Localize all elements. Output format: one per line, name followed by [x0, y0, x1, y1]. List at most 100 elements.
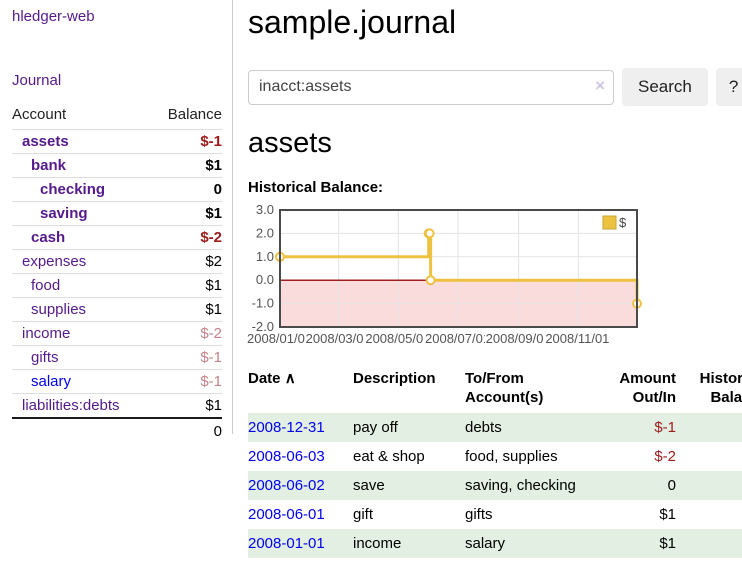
- account-balance: 0: [151, 177, 222, 202]
- y-tick-label: -1.0: [252, 296, 274, 311]
- account-link[interactable]: expenses: [22, 253, 87, 270]
- transaction-description: pay off: [353, 419, 398, 436]
- account-link[interactable]: bank: [31, 157, 67, 174]
- account-row: saving $1: [12, 201, 222, 226]
- transaction-description: gift: [353, 506, 374, 523]
- x-tick-label: 2008/03/01: [304, 331, 372, 346]
- transaction-accounts: food, supplies: [465, 448, 558, 465]
- register-column-header[interactable]: Amount Out/In: [619, 370, 676, 406]
- accounts-total-value: 0: [151, 417, 222, 444]
- transaction-accounts: gifts: [465, 506, 493, 523]
- sidebar: hledger-web Journal Account Balance asse…: [0, 0, 233, 444]
- account-row: cash $-2: [12, 225, 222, 250]
- account-balance: $2: [151, 249, 222, 274]
- main-content: sample.journal × Search ? assets Histori…: [246, 0, 742, 558]
- accounts-header-account: Account: [12, 106, 67, 123]
- transaction-balance: $1: [678, 529, 742, 558]
- account-balance: $-1: [151, 129, 222, 154]
- transaction-amount: $1: [659, 535, 676, 552]
- register-row[interactable]: 2008-12-31 pay off debts $-1$-1: [248, 413, 742, 442]
- accounts-table: Account Balance assets $-1 bank $1 checking 0…: [12, 104, 222, 444]
- register-row[interactable]: 2008-01-01 income salary $1$1: [248, 529, 742, 558]
- register-column-header[interactable]: Description: [353, 370, 436, 387]
- x-tick-label: 2008/05/01: [364, 331, 432, 346]
- account-balance: $1: [151, 201, 222, 226]
- legend-label: $: [619, 215, 627, 230]
- page-title: sample.journal: [248, 4, 457, 40]
- transaction-balance: 0: [678, 442, 742, 471]
- account-row: income $-2: [12, 321, 222, 346]
- x-tick-label: 2008/01/01: [246, 331, 314, 346]
- account-balance: $-1: [151, 369, 222, 394]
- accounts-header-balance: Balance: [167, 106, 222, 123]
- search-input[interactable]: [248, 69, 614, 105]
- register-column-header[interactable]: Historical Balance: [699, 370, 742, 406]
- account-link[interactable]: food: [31, 277, 61, 294]
- y-tick-label: 1.0: [256, 249, 274, 264]
- transaction-amount: $-1: [654, 419, 676, 436]
- account-link[interactable]: salary: [31, 373, 72, 390]
- register-row[interactable]: 2008-06-01 gift gifts $1$2: [248, 500, 742, 529]
- journal-link[interactable]: Journal: [12, 72, 62, 89]
- account-link[interactable]: cash: [31, 229, 66, 246]
- journal-nav: Journal: [12, 72, 222, 89]
- account-balance: $1: [151, 153, 222, 178]
- transaction-date-link[interactable]: 2008-06-02: [248, 477, 325, 494]
- transaction-date-link[interactable]: 2008-06-03: [248, 448, 325, 465]
- app-title-link[interactable]: hledger-web: [12, 8, 95, 25]
- chart-svg: $3.0 2.0 1.0 0.0 -1.0 -2.0: [252, 202, 642, 334]
- account-row: salary $-1: [12, 369, 222, 394]
- transaction-date-link[interactable]: 2008-01-01: [248, 535, 325, 552]
- transaction-date-link[interactable]: 2008-12-31: [248, 419, 325, 436]
- account-balance: $-1: [151, 345, 222, 370]
- balance-chart[interactable]: $3.0 2.0 1.0 0.0 -1.0 -2.0 2008/01/01 2008/03/0…: [246, 202, 648, 352]
- sort-ascending-icon: ∧: [284, 370, 296, 387]
- register-body: 2008-12-31 pay off debts $-1$-1 2008-06-03 ea…: [248, 413, 742, 558]
- clear-search-icon[interactable]: ×: [595, 76, 605, 96]
- account-row: assets $-1: [12, 129, 222, 154]
- y-tick-label: 2.0: [256, 225, 274, 240]
- account-link[interactable]: supplies: [31, 301, 87, 318]
- account-page-title: assets: [248, 127, 332, 159]
- transaction-accounts: debts: [465, 419, 502, 436]
- account-row: food $1: [12, 273, 222, 298]
- account-link[interactable]: liabilities:debts: [22, 397, 120, 414]
- account-row: liabilities:debts $1: [12, 393, 222, 418]
- y-tick-label: 3.0: [256, 205, 274, 217]
- account-row: checking 0: [12, 177, 222, 202]
- help-button[interactable]: ?: [715, 68, 742, 106]
- account-link[interactable]: assets: [22, 133, 69, 150]
- register-row[interactable]: 2008-06-02 save saving, checking 0$2: [248, 471, 742, 500]
- transaction-amount: $-2: [654, 448, 676, 465]
- account-balance: $1: [151, 297, 222, 322]
- register-row[interactable]: 2008-06-03 eat & shop food, supplies $-20: [248, 442, 742, 471]
- transaction-date-link[interactable]: 2008-06-01: [248, 506, 325, 523]
- transaction-balance: $2: [678, 500, 742, 529]
- account-link[interactable]: checking: [40, 181, 106, 198]
- account-balance: $1: [151, 273, 222, 298]
- register-table: Date ∧ Description To/From Account(s) Amoun…: [248, 367, 742, 558]
- y-tick-label: -2.0: [252, 319, 274, 334]
- account-link[interactable]: income: [22, 325, 71, 342]
- register-head: Date ∧ Description To/From Account(s) Amoun…: [248, 367, 742, 413]
- search-form: × Search ?: [248, 68, 742, 106]
- x-tick-label: 2008/09/01: [484, 331, 552, 346]
- account-row: supplies $1: [12, 297, 222, 322]
- chart-title: Historical Balance:: [248, 179, 384, 196]
- search-wrap: ×: [248, 69, 614, 105]
- account-row: expenses $2: [12, 249, 222, 274]
- register-column-header[interactable]: Date ∧: [248, 370, 296, 387]
- accounts-total-row: 0: [12, 417, 222, 444]
- account-link[interactable]: saving: [40, 205, 88, 222]
- transaction-description: eat & shop: [353, 448, 425, 465]
- account-row: bank $1: [12, 153, 222, 178]
- search-button[interactable]: Search: [622, 68, 708, 106]
- app-title: hledger-web: [12, 8, 222, 25]
- transaction-amount: 0: [667, 477, 676, 494]
- account-link[interactable]: gifts: [31, 349, 59, 366]
- register-column-header[interactable]: To/From Account(s): [465, 370, 544, 406]
- transaction-description: save: [353, 477, 385, 494]
- transaction-amount: $1: [659, 506, 676, 523]
- transaction-description: income: [353, 535, 402, 552]
- transaction-accounts: saving, checking: [465, 477, 576, 494]
